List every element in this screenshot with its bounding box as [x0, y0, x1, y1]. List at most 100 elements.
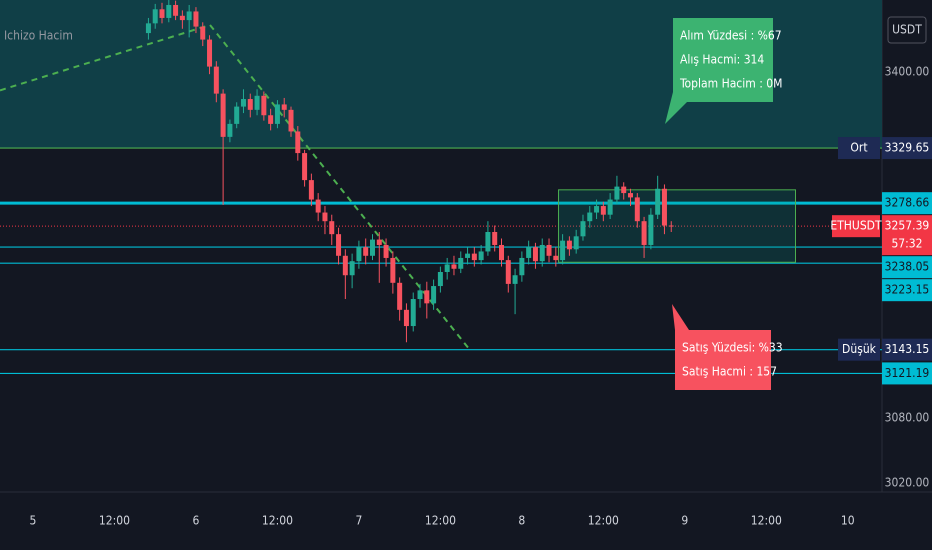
candle-body	[200, 26, 206, 40]
price-tag-value: 3278.66	[885, 196, 930, 210]
x-tick-label: 12:00	[99, 514, 130, 528]
candle-body	[621, 186, 627, 194]
candle-body	[383, 244, 389, 258]
callout-text: Toplam Hacim : 0M	[679, 77, 782, 91]
callout-text: Alım Yüzdesi : %67	[680, 29, 782, 43]
candle-body	[322, 212, 328, 222]
x-tick-label: 6	[193, 514, 200, 528]
level-name: Düşük	[842, 342, 877, 356]
candle-body	[526, 247, 532, 258]
y-tick-label: 3020.00	[885, 475, 930, 489]
candle-body	[152, 9, 158, 24]
candle-body	[668, 225, 674, 227]
price-tag-value: 3238.05	[885, 260, 930, 274]
candle-body	[302, 153, 308, 181]
symbol-tag	[832, 215, 880, 238]
x-tick-label: 7	[355, 514, 362, 528]
candle-body	[227, 123, 233, 137]
y-tick-label: 3400.00	[885, 65, 930, 79]
candle-body	[261, 95, 267, 116]
candle-body	[369, 239, 375, 256]
candle-body	[315, 199, 321, 213]
x-tick-label: 8	[518, 514, 525, 528]
candle-body	[274, 104, 280, 124]
price-tag	[882, 338, 932, 361]
candle-body	[207, 39, 213, 67]
candle-body	[600, 206, 606, 215]
candle-body	[424, 290, 430, 304]
price-tag	[882, 279, 932, 302]
x-tick-label: 12:00	[425, 514, 456, 528]
candle-body	[186, 11, 192, 21]
x-tick-label: 10	[841, 514, 855, 528]
x-tick-label: 12:00	[262, 514, 293, 528]
candle-body	[254, 95, 260, 110]
range-box	[558, 189, 796, 263]
callout-box	[665, 18, 773, 124]
candle-body	[397, 282, 403, 310]
candle-body	[661, 188, 667, 226]
currency-label: USDT	[892, 23, 922, 37]
candle-body	[648, 214, 654, 245]
callout-text: Satış Yüzdesi: %33	[682, 341, 783, 355]
candle-body	[240, 99, 246, 107]
candle-body	[363, 247, 369, 256]
countdown: 57:32	[891, 237, 922, 251]
candle-body	[431, 286, 437, 304]
candle-body	[288, 109, 294, 132]
callout-text: Alış Hacmi: 314	[680, 53, 764, 67]
price-tag	[882, 215, 932, 256]
price-tag	[882, 256, 932, 279]
level-name-tag	[838, 338, 880, 361]
candle-body	[553, 255, 559, 261]
candle-body	[159, 9, 165, 18]
price-tag-value: 3257.39	[885, 219, 930, 233]
candle-body	[220, 93, 226, 137]
candle-body	[234, 106, 240, 124]
x-tick-label: 12:00	[588, 514, 619, 528]
x-tick-label: 9	[681, 514, 688, 528]
candle-body	[594, 206, 600, 213]
candle-body	[587, 212, 593, 222]
candle-body	[268, 115, 274, 124]
candle-body	[614, 186, 620, 200]
candle-body	[336, 234, 342, 256]
candle-body	[458, 257, 464, 269]
level-name: Ort	[850, 141, 867, 155]
candle-body	[655, 188, 661, 215]
plot-area: Ichizo Hacim	[0, 0, 882, 375]
candle-body	[308, 180, 314, 200]
currency-badge	[887, 16, 927, 44]
candle-body	[471, 253, 477, 261]
candle-body	[634, 197, 640, 222]
candle-body	[573, 236, 579, 250]
candle-body	[166, 4, 172, 18]
candle-body	[247, 99, 253, 110]
candle-body	[281, 104, 287, 110]
candle-body	[437, 272, 443, 287]
candle-body	[465, 253, 471, 258]
candle-body	[539, 244, 545, 262]
price-tag	[882, 137, 932, 160]
candle-body	[498, 244, 504, 261]
candle-body	[145, 23, 151, 34]
candle-body	[403, 309, 409, 327]
price-tag-value: 3121.19	[885, 366, 930, 380]
callout-text: Satış Hacmi : 157	[682, 365, 777, 379]
candle-body	[179, 15, 185, 21]
price-tag	[882, 362, 932, 385]
candle-body	[173, 4, 179, 16]
symbol-name: ETHUSDT	[830, 219, 882, 233]
candle-body	[329, 221, 335, 235]
x-tick-label: 12:00	[751, 514, 782, 528]
candle-body	[485, 232, 491, 252]
candle-body	[478, 251, 484, 261]
candle-body	[193, 11, 199, 27]
candle-body	[390, 257, 396, 283]
candle-body	[519, 257, 525, 276]
indicator-name: Ichizo Hacim	[4, 29, 73, 43]
price-tag-value: 3329.65	[885, 141, 930, 155]
level-name-tag	[838, 137, 880, 160]
candle-body	[349, 261, 355, 276]
